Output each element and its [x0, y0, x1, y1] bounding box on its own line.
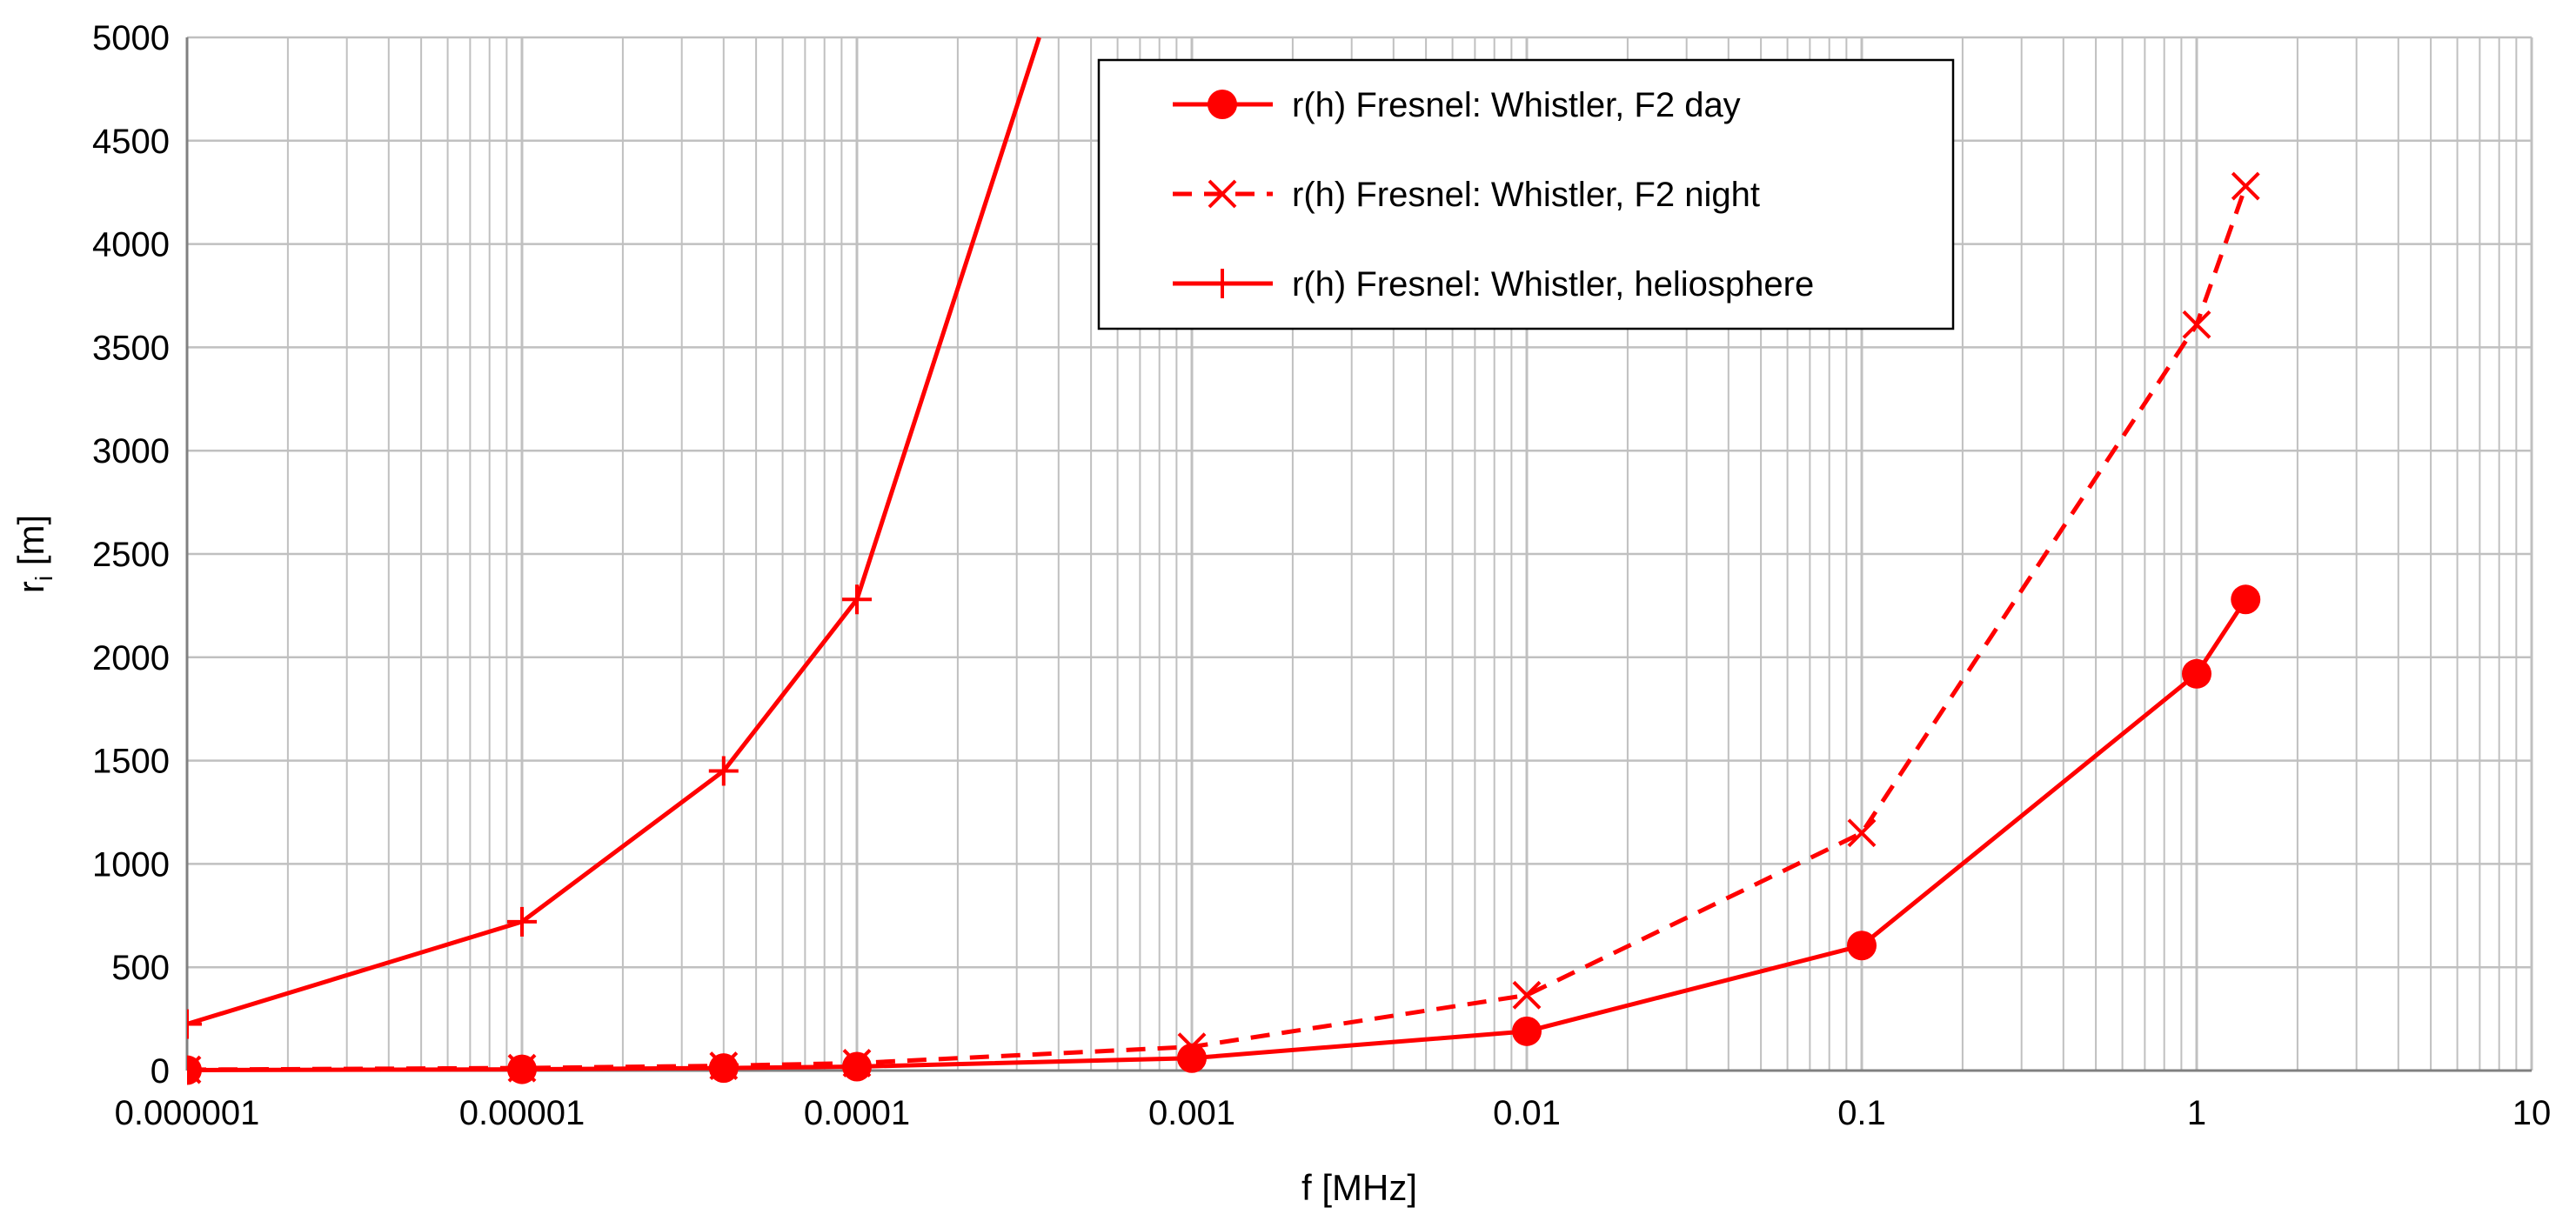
series-1-point — [1512, 1016, 1542, 1046]
legend-marker — [1208, 90, 1237, 119]
series-3-point — [708, 756, 739, 786]
y-tick-label: 4000 — [92, 226, 170, 264]
series-2-point — [1847, 818, 1877, 848]
y-tick-label: 1500 — [92, 743, 170, 781]
series-2 — [187, 171, 2260, 1084]
y-tick-label: 3000 — [92, 432, 170, 470]
x-axis-title: f [MHz] — [1301, 1167, 1417, 1208]
series-2-point — [1512, 980, 1542, 1010]
y-tick-label: 2000 — [92, 639, 170, 677]
y-tick-label: 3500 — [92, 329, 170, 367]
x-tick-label: 0.00001 — [459, 1094, 585, 1132]
y-tick-label: 4500 — [92, 123, 170, 161]
x-tick-label: 0.001 — [1148, 1094, 1235, 1132]
series-3-point — [842, 584, 872, 615]
series-1-point — [842, 1051, 872, 1082]
legend-item-3: r(h) Fresnel: Whistler, heliosphere — [1173, 265, 1814, 304]
series-2-point — [187, 1055, 202, 1084]
y-axis-title-subscript: i — [30, 576, 57, 581]
legend-item-2: r(h) Fresnel: Whistler, F2 night — [1173, 176, 1760, 214]
x-tick-label: 0.01 — [1493, 1094, 1561, 1132]
series-3-point — [187, 1009, 202, 1039]
x-tick-label: 10 — [2512, 1094, 2552, 1132]
legend-label: r(h) Fresnel: Whistler, F2 day — [1292, 86, 1741, 124]
series-1-point — [1177, 1043, 1207, 1073]
series-2-point — [842, 1049, 872, 1078]
series-3-point — [507, 906, 537, 937]
legend: r(h) Fresnel: Whistler, F2 day r(h) Fresn… — [1097, 58, 1955, 330]
x-tick-label: 0.1 — [1837, 1094, 1886, 1132]
series-1-point — [1847, 931, 1877, 961]
y-tick-label: 1000 — [92, 845, 170, 884]
x-tick-label: 1 — [2187, 1094, 2206, 1132]
y-axis-title-main: r — [10, 581, 51, 593]
y-tick-label: 500 — [111, 949, 170, 987]
series-2-point — [2182, 310, 2211, 339]
y-axis-title-unit: [m] — [10, 515, 51, 576]
series — [187, 37, 2261, 1085]
y-tick-label: 2500 — [92, 536, 170, 574]
y-tick-label: 0 — [151, 1052, 170, 1091]
series-2-point — [1177, 1032, 1207, 1062]
tick-labels: 0.000001 0.00001 0.0001 0.001 0.01 0.1 1 10 0 500… — [92, 19, 2551, 1132]
x-tick-label: 0.000001 — [115, 1094, 260, 1132]
legend-label: r(h) Fresnel: Whistler, heliosphere — [1292, 265, 1814, 304]
series-1-point — [2231, 584, 2261, 615]
legend-marker — [1208, 179, 1237, 209]
series-2-point — [709, 1051, 739, 1080]
legend-label: r(h) Fresnel: Whistler, F2 night — [1292, 176, 1760, 214]
y-axis-title: ri [m] — [10, 515, 57, 593]
series-3 — [187, 37, 1041, 1039]
series-1-point — [2182, 658, 2211, 689]
series-2-point — [2231, 171, 2260, 201]
legend-marker — [1208, 269, 1237, 298]
legend-item-1: r(h) Fresnel: Whistler, F2 day — [1173, 86, 1741, 124]
series-2-point — [507, 1053, 537, 1083]
x-tick-label: 0.0001 — [804, 1094, 910, 1132]
y-tick-label: 5000 — [92, 19, 170, 57]
